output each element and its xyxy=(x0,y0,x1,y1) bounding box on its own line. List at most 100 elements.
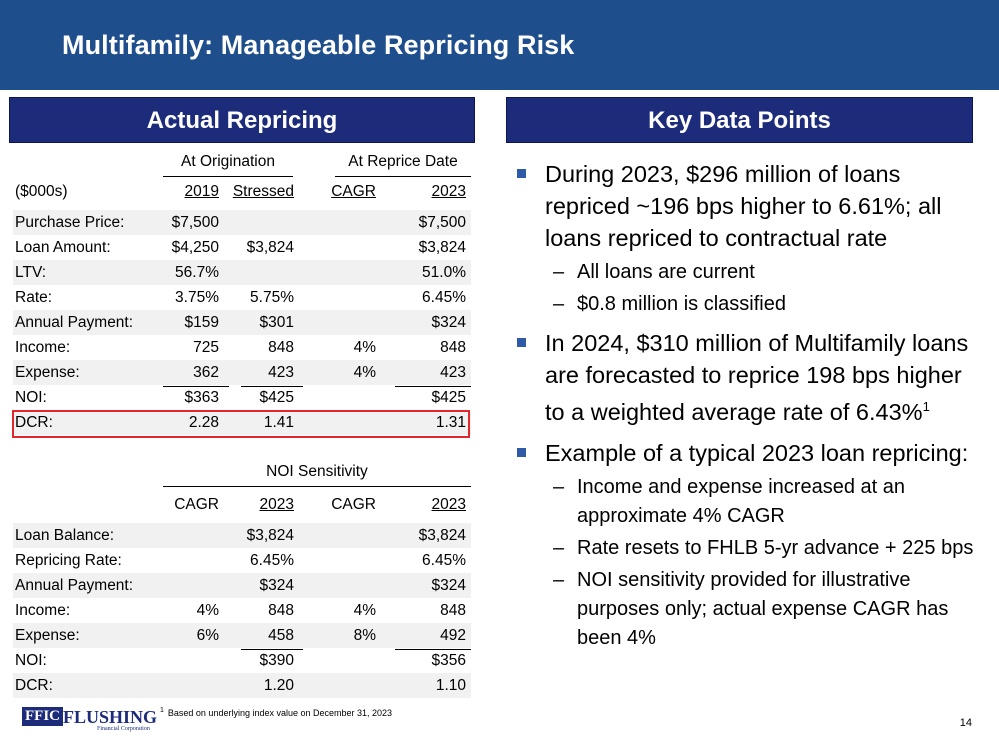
footnote-text: Based on underlying index value on Decem… xyxy=(167,708,393,718)
cell-value: $3,824 xyxy=(418,239,466,256)
table-row: NOI: $390 $356 xyxy=(13,648,471,673)
actual-repricing-header: Actual Repricing xyxy=(9,97,475,143)
cell-value: 725 xyxy=(193,339,219,356)
cell-value: 1.10 xyxy=(435,677,466,694)
units-label: ($000s) xyxy=(15,183,68,200)
cell-value: $7,500 xyxy=(418,214,466,231)
cell-value: $356 xyxy=(431,652,466,669)
cell-value: $324 xyxy=(259,577,294,594)
col-2019: 2019 xyxy=(184,183,219,200)
bullet-item: In 2024, $310 million of Multifamily loa… xyxy=(515,327,985,428)
cell-value: 458 xyxy=(268,627,294,644)
total-underline xyxy=(163,386,229,387)
sub-bullet-text: All loans are current xyxy=(577,261,755,283)
row-label: Loan Amount: xyxy=(15,239,111,256)
cell-value: 362 xyxy=(193,364,219,381)
row-label: Annual Payment: xyxy=(15,314,134,331)
cell-value: 6.45% xyxy=(422,289,466,306)
total-underline xyxy=(395,386,471,387)
group-underline xyxy=(335,176,471,177)
footnote-mark: 1 xyxy=(160,707,164,714)
cell-value: $324 xyxy=(431,314,466,331)
cell-value: 848 xyxy=(440,339,466,356)
dcr-highlight-box xyxy=(12,410,470,438)
cell-value: 423 xyxy=(440,364,466,381)
sub-bullet-item: – Rate resets to FHLB 5-yr advance + 225 … xyxy=(515,534,985,563)
square-bullet-icon xyxy=(517,338,526,347)
logo-subtitle: Financial Corporation xyxy=(97,726,150,732)
table-row: NOI: $363 $425 $425 xyxy=(13,385,471,410)
sub-bullet-item: – NOI sensitivity provided for illustrati… xyxy=(515,566,985,653)
cell-value: $159 xyxy=(184,314,219,331)
cell-value: 3.75% xyxy=(175,289,219,306)
bullet-text: Example of a typical 2023 loan repricing… xyxy=(545,439,969,466)
group-at-reprice-date: At Reprice Date xyxy=(348,153,458,170)
cell-value: $7,500 xyxy=(171,214,219,231)
square-bullet-icon xyxy=(517,447,526,457)
table-row: Repricing Rate: 6.45% 6.45% xyxy=(13,548,471,573)
group-underline xyxy=(163,486,471,487)
table-row: Loan Amount: $4,250 $3,824 $3,824 xyxy=(13,235,471,260)
cell-value: $324 xyxy=(431,577,466,594)
cell-value: 4% xyxy=(196,602,219,619)
cell-value: 6.45% xyxy=(422,552,466,569)
table-row: LTV: 56.7% 51.0% xyxy=(13,260,471,285)
table-row: Annual Payment: $159 $301 $324 xyxy=(13,310,471,335)
noi-sensitivity-table: NOI Sensitivity CAGR 2023 CAGR 2023 Loan… xyxy=(13,463,471,703)
table-row: Expense: 362 423 4% 423 xyxy=(13,360,471,385)
logo-mark: FFIC xyxy=(22,707,63,726)
col-2023: 2023 xyxy=(259,496,294,513)
dash-bullet-icon: – xyxy=(553,261,565,283)
row-label: Income: xyxy=(15,339,71,356)
row-label: Expense: xyxy=(15,364,80,381)
cell-value: 51.0% xyxy=(422,264,466,281)
bullet-text: In 2024, $310 million of Multifamily loa… xyxy=(545,330,969,425)
table-row: Expense: 6% 458 8% 492 xyxy=(13,623,471,648)
row-label: Expense: xyxy=(15,627,80,644)
sub-bullet-text: $0.8 million is classified xyxy=(577,293,786,315)
cell-value: 423 xyxy=(268,364,294,381)
cell-value: $425 xyxy=(259,389,294,406)
cell-value: 492 xyxy=(440,627,466,644)
title-bar: Multifamily: Manageable Repricing Risk xyxy=(0,0,999,90)
flushing-logo: FFIC FLUSHING Financial Corporation xyxy=(22,707,157,732)
row-label: Repricing Rate: xyxy=(15,552,122,569)
col-2023: 2023 xyxy=(431,496,466,513)
cell-value: 848 xyxy=(268,602,294,619)
table-row: Income: 725 848 4% 848 xyxy=(13,335,471,360)
cell-value: $4,250 xyxy=(171,239,219,256)
cell-value: 5.75% xyxy=(250,289,294,306)
row-label: Purchase Price: xyxy=(15,214,125,231)
sub-bullet-text: Rate resets to FHLB 5-yr advance + 225 b… xyxy=(577,536,974,559)
dash-bullet-icon: – xyxy=(553,475,565,498)
cell-value: $425 xyxy=(431,389,466,406)
cell-value: 4% xyxy=(353,602,376,619)
sub-bullet-text: Income and expense increased at an appro… xyxy=(577,475,905,527)
cell-value: 6.45% xyxy=(250,552,294,569)
cell-value: 1.20 xyxy=(263,677,294,694)
row-label: DCR: xyxy=(15,677,53,694)
cell-value: 1.31 xyxy=(435,414,466,431)
row-label: Annual Payment: xyxy=(15,577,134,594)
row-label: Income: xyxy=(15,602,71,619)
cell-value: $3,824 xyxy=(418,527,466,544)
group-at-origination: At Origination xyxy=(181,153,275,170)
cell-value: 4% xyxy=(353,339,376,356)
sub-bullet-item: – $0.8 million is classified xyxy=(515,290,985,319)
sub-bullet-text: NOI sensitivity provided for illustrativ… xyxy=(577,568,949,649)
row-label: Rate: xyxy=(15,289,53,306)
cell-value: 2.28 xyxy=(188,414,219,431)
col-cagr: CAGR xyxy=(331,183,376,200)
dash-bullet-icon: – xyxy=(553,536,565,559)
bullet-item: During 2023, $296 million of loans repri… xyxy=(515,158,985,254)
row-label: LTV: xyxy=(15,264,47,281)
square-bullet-icon xyxy=(517,169,526,178)
group-underline xyxy=(163,176,293,177)
table-row: DCR: 1.20 1.10 xyxy=(13,673,471,698)
cell-value: 8% xyxy=(353,627,376,644)
dash-bullet-icon: – xyxy=(553,568,565,591)
table-row: Loan Balance: $3,824 $3,824 xyxy=(13,523,471,548)
cell-value: $3,824 xyxy=(246,527,294,544)
key-data-points-list: During 2023, $296 million of loans repri… xyxy=(515,158,985,661)
total-underline xyxy=(395,649,471,650)
